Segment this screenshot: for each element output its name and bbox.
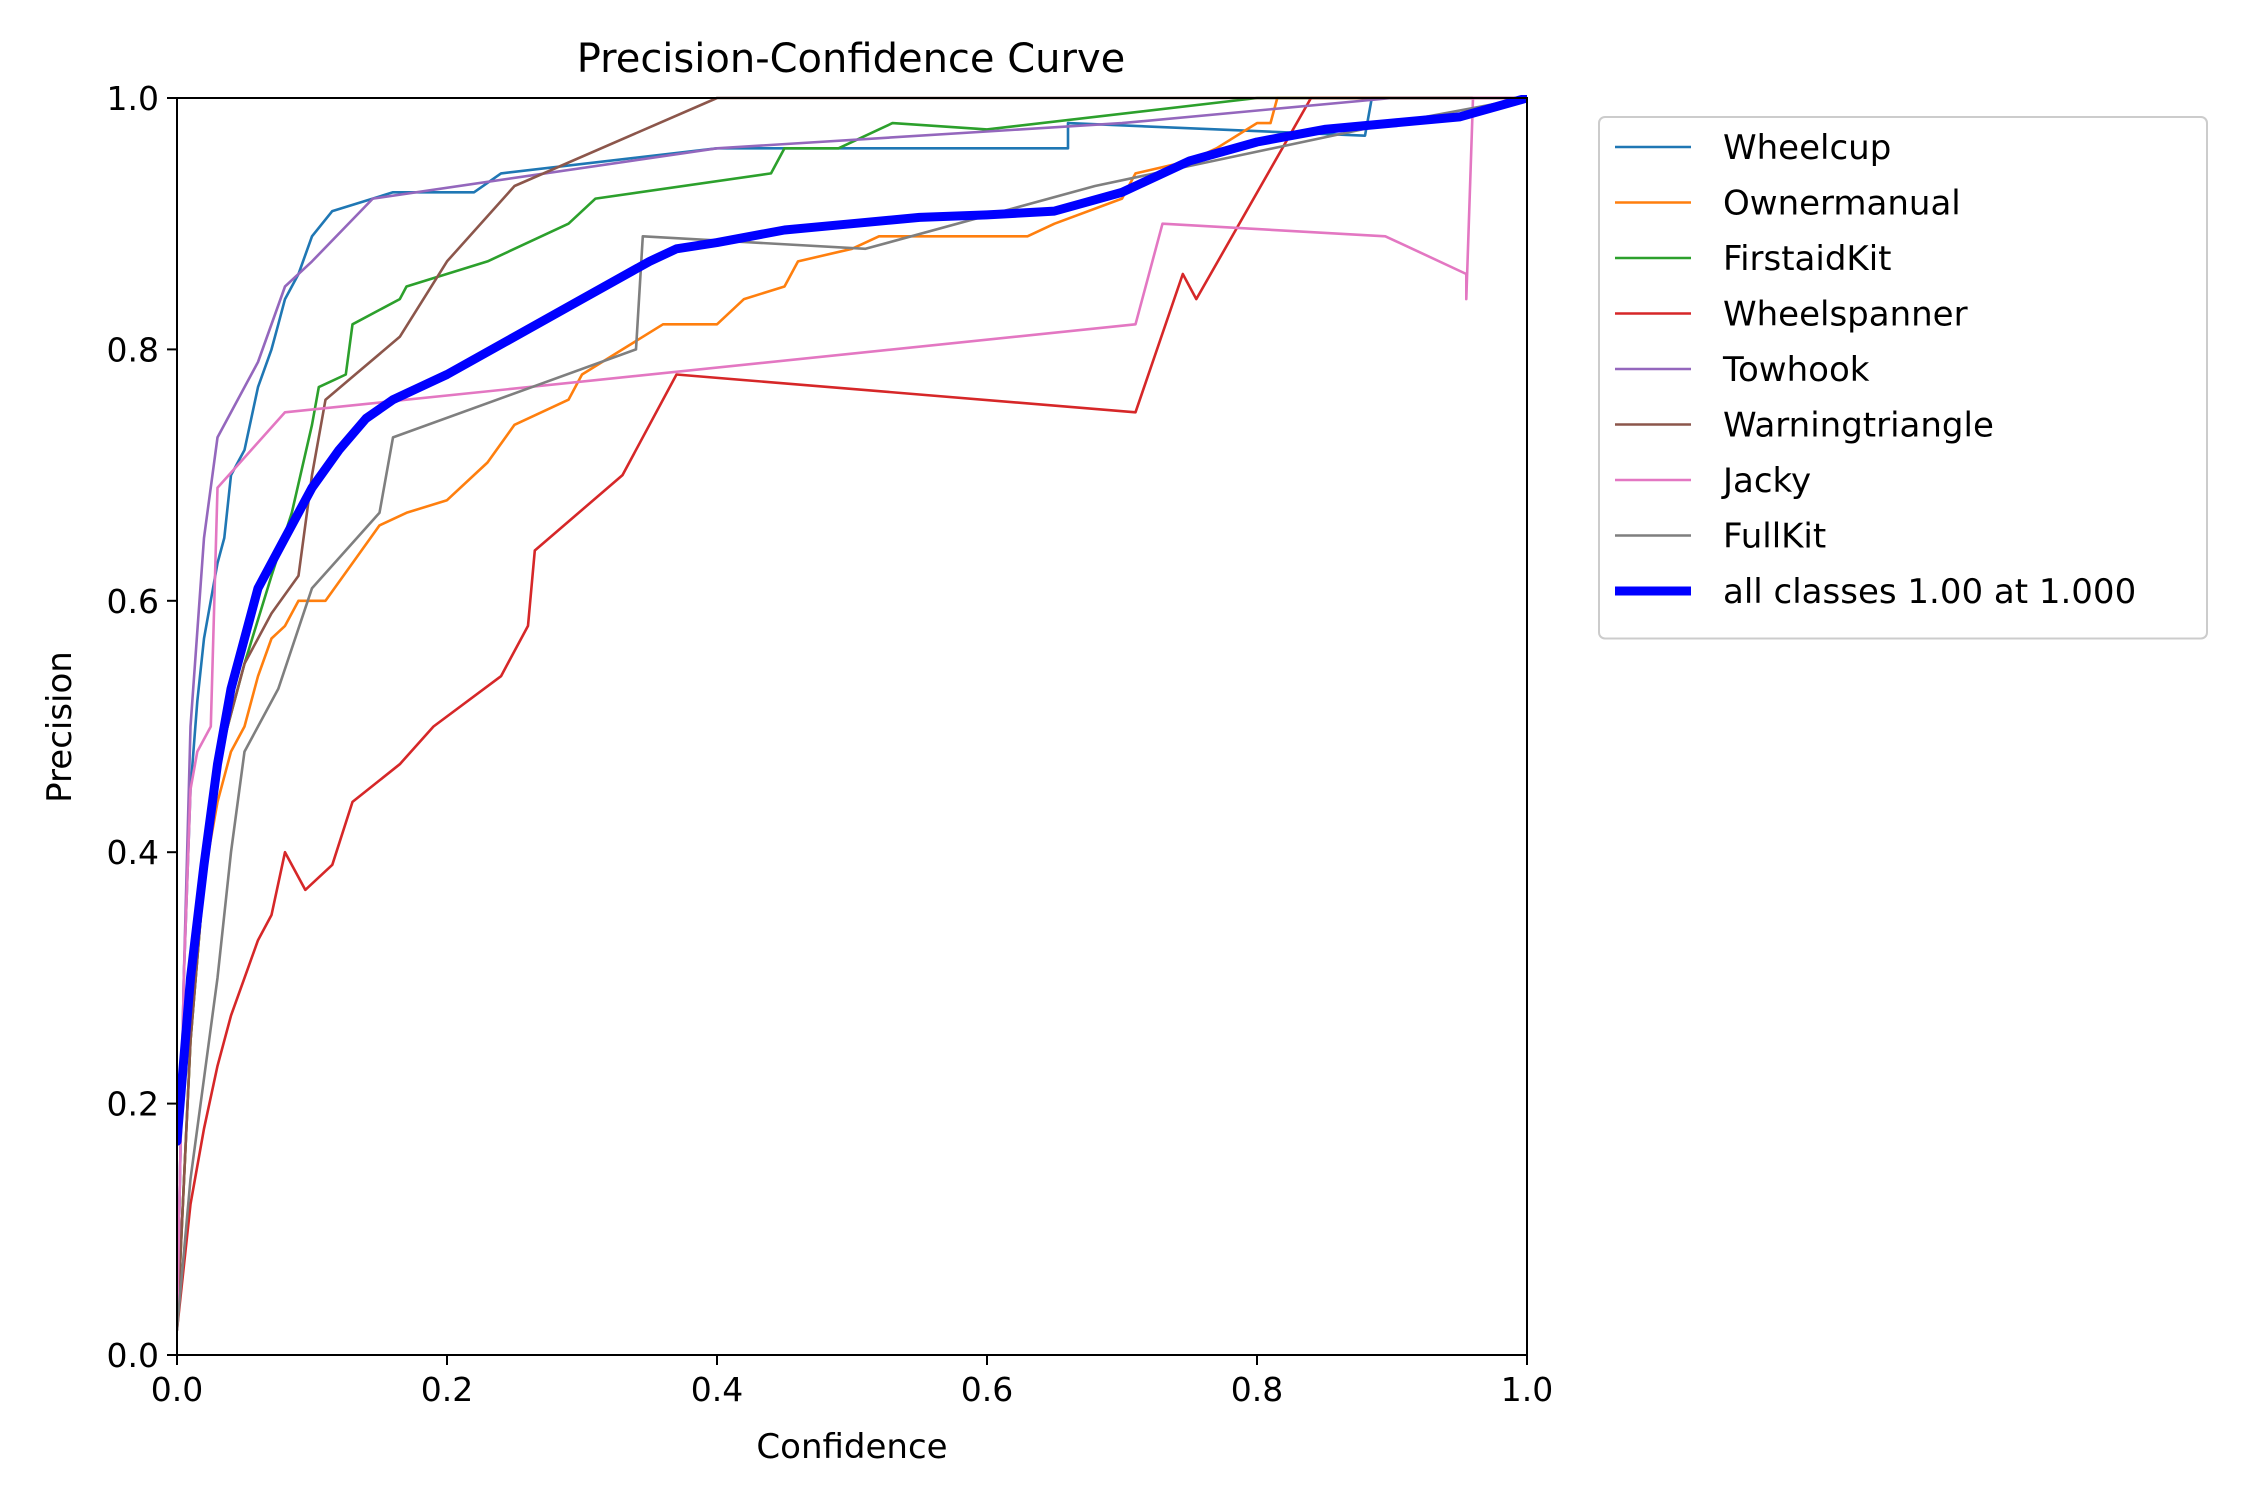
series-line-wheelcup <box>177 96 1527 1332</box>
y-axis-label: Precision <box>40 651 80 803</box>
y-tick-label: 0.2 <box>107 1085 159 1124</box>
x-tick-label: 0.4 <box>691 1370 743 1409</box>
x-tick-label: 0.2 <box>421 1370 473 1409</box>
series-line-ownermanual <box>177 96 1527 1332</box>
plot-frame <box>176 97 1528 1356</box>
legend-box <box>1598 116 2208 640</box>
y-tick-label: 0.4 <box>107 833 159 872</box>
y-tick-label: 0.0 <box>107 1336 159 1375</box>
series-layer <box>177 95 1527 1332</box>
series-line-warningtriangle <box>177 96 1527 1332</box>
y-tick-label: 0.8 <box>107 330 159 369</box>
legend-label: Ownermanual <box>1723 184 1961 224</box>
series-line-jacky <box>177 96 1527 1332</box>
legend-label: Wheelcup <box>1723 128 1891 168</box>
x-tick-label: 0.6 <box>961 1370 1013 1409</box>
series-line-firstaidkit <box>177 96 1527 1332</box>
x-tick-label: 0.0 <box>151 1370 203 1409</box>
legend-label: Towhook <box>1722 350 1870 390</box>
legend-label: FirstaidKit <box>1723 239 1892 279</box>
series-line-towhook <box>177 96 1527 1332</box>
legend-label: all classes 1.00 at 1.000 <box>1723 572 2136 612</box>
series-line-all-classes-1-00-at-1-000 <box>177 95 1527 1146</box>
x-tick-label: 0.8 <box>1231 1370 1283 1409</box>
series-line-fullkit <box>177 96 1527 1332</box>
legend-label: Wheelspanner <box>1723 295 1968 335</box>
y-axis: 0.0 0.2 0.4 0.6 0.8 1.0 <box>107 79 177 1375</box>
y-tick-label: 1.0 <box>107 79 159 118</box>
legend-label: Warningtriangle <box>1723 406 1994 446</box>
y-tick-label: 0.6 <box>107 582 159 621</box>
legend: Wheelcup Ownermanual FirstaidKit Wheelspann… <box>1598 116 2208 640</box>
legend-label: FullKit <box>1723 517 1826 557</box>
x-tick-label: 1.0 <box>1501 1370 1553 1409</box>
series-line-wheelspanner <box>177 96 1527 1332</box>
x-axis-label: Confidence <box>756 1427 947 1467</box>
legend-label: Jacky <box>1721 461 1811 501</box>
chart-title: Precision-Confidence Curve <box>577 36 1126 82</box>
x-axis: 0.0 0.2 0.4 0.6 0.8 1.0 <box>151 1355 1553 1409</box>
